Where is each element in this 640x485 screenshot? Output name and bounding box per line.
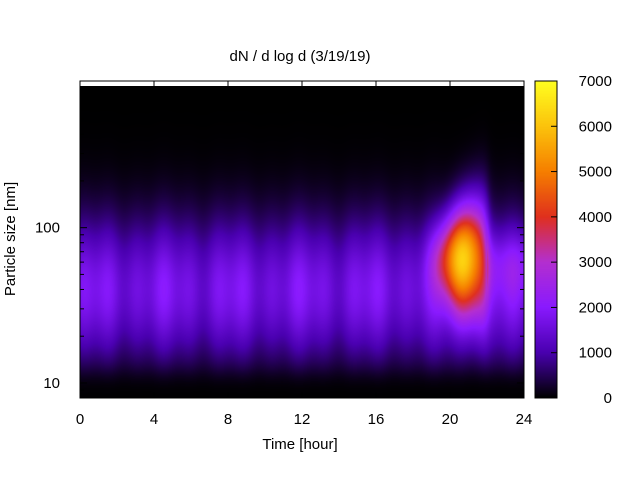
x-tick-label: 4 <box>150 411 158 428</box>
x-axis: 0 4 8 12 16 20 24 <box>76 81 533 428</box>
y-tick-label: 100 <box>35 220 60 237</box>
colorbar-tick-label: 0 <box>604 390 612 407</box>
colorbar-frame <box>534 80 558 399</box>
colorbar-canvas <box>535 81 557 398</box>
heatmap-canvas <box>80 86 524 398</box>
colorbar-tick-label: 4000 <box>579 209 612 226</box>
x-tick-label: 8 <box>224 411 232 428</box>
x-tick-label: 20 <box>442 411 459 428</box>
x-tick-label: 12 <box>294 411 311 428</box>
y-tick-label: 10 <box>43 375 60 392</box>
colorbar-tick-label: 5000 <box>579 164 612 181</box>
colorbar-tick-label: 3000 <box>579 254 612 271</box>
colorbar-ticks: 0 1000 2000 3000 4000 5000 6000 7000 <box>551 73 612 407</box>
plot-area <box>79 80 525 399</box>
y-axis: 10 100 <box>35 86 524 399</box>
y-axis-label: Particle size [nm] <box>2 182 19 296</box>
chart-title: dN / d log d (3/19/19) <box>230 48 371 65</box>
colorbar: 0 1000 2000 3000 4000 5000 6000 7000 <box>534 73 612 407</box>
x-axis-label: Time [hour] <box>262 436 337 453</box>
colorbar-tick-label: 1000 <box>579 345 612 362</box>
x-tick-label: 24 <box>516 411 533 428</box>
colorbar-tick-label: 7000 <box>579 73 612 90</box>
colorbar-tick-label: 2000 <box>579 299 612 316</box>
x-tick-label: 0 <box>76 411 84 428</box>
colorbar-tick-label: 6000 <box>579 118 612 135</box>
x-tick-label: 16 <box>368 411 385 428</box>
